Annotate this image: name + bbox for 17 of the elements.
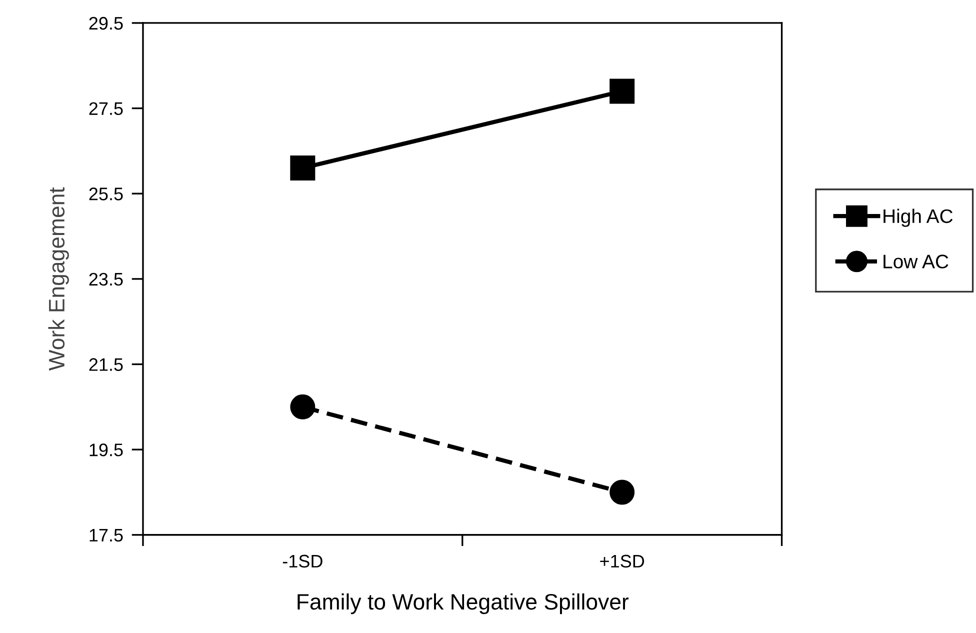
y-tick-label: 23.5 [89, 272, 123, 286]
y-tick-label: 21.5 [89, 358, 123, 371]
y-tick-label: 17.5 [90, 529, 123, 542]
y-tick-label: 27.5 [89, 102, 123, 116]
point [290, 394, 316, 420]
x-tick-label: +1SD [600, 554, 644, 568]
y-tick-label: 19.5 [90, 444, 123, 456]
y-tick-label: 25.5 [89, 188, 123, 200]
point [610, 480, 635, 505]
x-axis-title: Family to Work Negative Spillover [298, 593, 629, 614]
point [290, 156, 316, 181]
legend-label: High AC [884, 208, 953, 227]
x-tick-label: -1SD [282, 554, 322, 568]
point [610, 78, 635, 104]
y-axis-title: Work Engagement [48, 187, 69, 371]
y-tick-label: 29.5 [89, 16, 123, 30]
legend-label: Low AC [884, 254, 948, 268]
